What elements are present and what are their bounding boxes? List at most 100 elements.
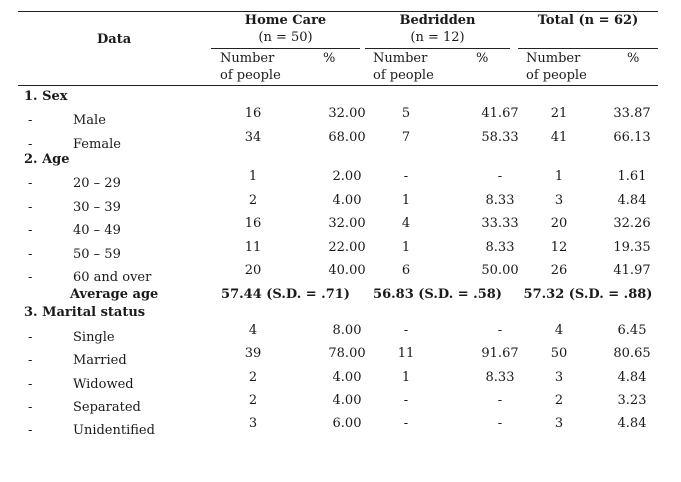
cell-bd-n: -: [403, 169, 409, 184]
cell-hc-p: 40.00: [328, 263, 366, 278]
row-label: 40 – 49: [73, 223, 121, 238]
header-rule: [18, 85, 658, 86]
cell-t-n: 20: [550, 216, 568, 231]
header-group-home-care-n: (n = 50): [258, 30, 313, 45]
cell-bd-p: -: [497, 323, 503, 338]
cell-hc-p: 2.00: [332, 169, 362, 184]
cell-bd-n: 1: [401, 193, 411, 208]
cell-hc-n: 2: [248, 393, 258, 408]
row-label: 60 and over: [73, 270, 152, 285]
row-dash: -: [28, 353, 33, 368]
row-label: Widowed: [73, 377, 134, 392]
cell-hc-n: 2: [248, 370, 258, 385]
cell-bd-p: 8.33: [485, 240, 515, 255]
cell-bd-n: 1: [401, 240, 411, 255]
subheader-count-home-care: Number: [220, 51, 275, 66]
cell-t-n: 1: [554, 169, 564, 184]
row-dash: -: [28, 247, 33, 262]
row-label: Female: [73, 137, 121, 152]
cell-bd-p: 8.33: [485, 193, 515, 208]
row-dash: -: [28, 330, 33, 345]
cell-t-p: 4.84: [617, 416, 647, 431]
row-label: Unidentified: [73, 423, 155, 438]
cell-hc-n: 1: [248, 169, 258, 184]
cell-hc-n: 3: [248, 416, 258, 431]
header-group-home-care: Home Care: [244, 13, 327, 28]
average-age-bedridden: 56.83 (S.D. = .58): [373, 287, 502, 302]
row-label: 20 – 29: [73, 176, 121, 191]
row-label: Married: [73, 353, 127, 368]
cell-t-n: 3: [554, 193, 564, 208]
row-label: 30 – 39: [73, 200, 121, 215]
cell-hc-p: 6.00: [332, 416, 362, 431]
cell-hc-n: 2: [248, 193, 258, 208]
cell-hc-p: 22.00: [328, 240, 366, 255]
cell-hc-n: 16: [244, 106, 262, 121]
cell-t-p: 19.35: [613, 240, 651, 255]
cell-bd-p: 58.33: [481, 130, 519, 145]
row-dash: -: [28, 176, 33, 191]
cell-t-p: 4.84: [617, 193, 647, 208]
row-dash: -: [28, 223, 33, 238]
cell-bd-p: -: [497, 416, 503, 431]
cell-hc-n: 16: [244, 216, 262, 231]
section-title-sex: 1. Sex: [24, 89, 68, 104]
subheader-pct-bedridden: %: [476, 51, 489, 66]
cell-t-p: 33.87: [613, 106, 651, 121]
cell-bd-n: -: [403, 393, 409, 408]
cell-hc-p: 4.00: [332, 370, 362, 385]
row-label: Separated: [73, 400, 141, 415]
row-label: 50 – 59: [73, 247, 121, 262]
cell-t-p: 1.61: [617, 169, 647, 184]
cell-t-n: 3: [554, 370, 564, 385]
cell-bd-n: -: [403, 416, 409, 431]
cell-bd-n: 4: [401, 216, 411, 231]
group-rule-home-care: [211, 48, 360, 49]
group-rule-total: [518, 48, 658, 49]
cell-bd-n: 7: [401, 130, 411, 145]
group-rule-bedridden: [365, 48, 510, 49]
subheader-count-total-2: of people: [526, 68, 587, 83]
average-age-home-care: 57.44 (S.D. = .71): [221, 287, 350, 302]
row-dash: -: [28, 137, 33, 152]
cell-bd-n: 6: [401, 263, 411, 278]
top-rule: [18, 11, 658, 12]
cell-t-p: 80.65: [613, 346, 651, 361]
header-group-total: Total (n = 62): [537, 13, 639, 28]
cell-bd-p: 50.00: [481, 263, 519, 278]
cell-hc-p: 4.00: [332, 193, 362, 208]
cell-hc-p: 8.00: [332, 323, 362, 338]
header-group-bedridden: Bedridden: [399, 13, 476, 28]
cell-t-n: 21: [550, 106, 568, 121]
cell-hc-n: 34: [244, 130, 262, 145]
header-group-bedridden-n: (n = 12): [410, 30, 465, 45]
subheader-count-home-care-2: of people: [220, 68, 281, 83]
row-label: Male: [73, 113, 106, 128]
cell-bd-p: -: [497, 393, 503, 408]
row-dash: -: [28, 113, 33, 128]
cell-t-p: 4.84: [617, 370, 647, 385]
cell-hc-n: 4: [248, 323, 258, 338]
section-title-age: 2. Age: [24, 152, 70, 167]
cell-t-n: 41: [550, 130, 568, 145]
cell-t-p: 41.97: [613, 263, 651, 278]
cell-bd-n: 5: [401, 106, 411, 121]
subheader-count-bedridden: Number: [373, 51, 428, 66]
cell-t-p: 3.23: [617, 393, 647, 408]
row-dash: -: [28, 400, 33, 415]
cell-t-n: 4: [554, 323, 564, 338]
cell-bd-p: 91.67: [481, 346, 519, 361]
cell-bd-n: 11: [397, 346, 415, 361]
cell-bd-p: 41.67: [481, 106, 519, 121]
row-dash: -: [28, 423, 33, 438]
row-dash: -: [28, 377, 33, 392]
average-age-total: 57.32 (S.D. = .88): [523, 287, 653, 302]
subheader-count-bedridden-2: of people: [373, 68, 434, 83]
cell-hc-p: 32.00: [328, 106, 366, 121]
cell-t-p: 6.45: [617, 323, 647, 338]
cell-t-p: 32.26: [613, 216, 651, 231]
cell-hc-n: 11: [244, 240, 262, 255]
cell-t-n: 12: [550, 240, 568, 255]
subheader-pct-total: %: [627, 51, 640, 66]
subheader-count-total: Number: [526, 51, 581, 66]
